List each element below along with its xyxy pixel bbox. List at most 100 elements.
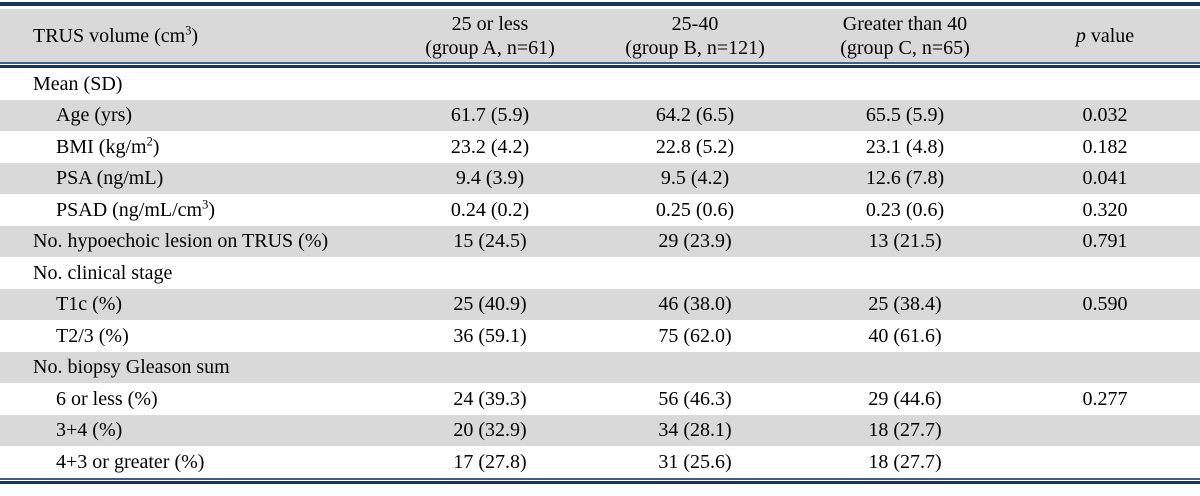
data-cell: 29 (23.9)	[658, 230, 732, 253]
data-cell	[590, 352, 800, 384]
row-label: T2/3 (%)	[56, 324, 129, 347]
data-cell	[1010, 320, 1200, 352]
header-cell-line: p value	[1075, 24, 1135, 47]
data-cell	[800, 68, 1010, 100]
data-cell: 64.2 (6.5)	[655, 104, 735, 127]
data-cell: 0.590	[1082, 293, 1128, 316]
header-cell-line: (group A, n=61)	[425, 36, 555, 59]
table-top-rule	[0, 2, 1200, 6]
table-row: PSA (ng/mL) 9.4 (3.9) 9.5 (4.2) 12.6 (7.8) 0…	[0, 162, 1200, 194]
data-cell: 0.791	[1082, 230, 1128, 253]
data-cell: 36 (59.1)	[453, 324, 527, 347]
data-cell: 0.23 (0.6)	[865, 198, 945, 221]
row-label: No. hypoechoic lesion on TRUS (%)	[33, 230, 329, 253]
data-cell: 9.5 (4.2)	[660, 167, 730, 190]
table-row: 6 or less (%) 24 (39.3) 56 (46.3) 29 (44.6)…	[0, 383, 1200, 415]
data-cell	[800, 257, 1010, 289]
rule-thin-line	[0, 62, 1200, 64]
table-row: PSAD (ng/mL/cm3) 0.24 (0.2) 0.25 (0.6) 0.23…	[0, 194, 1200, 226]
data-cell: 23.1 (4.8)	[865, 135, 945, 158]
data-cell: 17 (27.8)	[453, 450, 527, 473]
data-cell: 0.182	[1082, 135, 1128, 158]
header-cell-1: 25 or less (group A, n=61)	[390, 9, 590, 62]
rule-gap	[0, 479, 1200, 481]
trus-volume-table-header: TRUS volume (cm3) 25 or less (group A, n=6…	[0, 9, 1200, 62]
table-row: No. biopsy Gleason sum	[0, 351, 1200, 384]
data-cell	[1010, 352, 1200, 384]
header-cell-line: (group B, n=121)	[625, 36, 765, 59]
header-separator-rule	[0, 62, 1200, 68]
data-cell: 0.032	[1082, 104, 1128, 127]
trus-volume-table: Mean (SD) Age (yrs) 61.7 (5.9) 64.2 (6.5) 65…	[0, 68, 1200, 478]
table-row: No. hypoechoic lesion on TRUS (%) 15 (24.…	[0, 225, 1200, 257]
data-cell	[1010, 415, 1200, 447]
rule-thin-line	[0, 477, 1200, 480]
header-cell-line: Greater than 40	[842, 12, 968, 35]
data-cell	[590, 68, 800, 100]
row-label: T1c (%)	[56, 293, 123, 316]
data-cell	[390, 352, 590, 384]
header-cell-line: 25-40	[671, 12, 719, 35]
table-row: T1c (%) 25 (40.9) 46 (38.0) 25 (38.4) 0.590	[0, 288, 1200, 320]
table-row: 4+3 or greater (%) 17 (27.8) 31 (25.6) 18 (…	[0, 446, 1200, 478]
header-row: TRUS volume (cm3) 25 or less (group A, n=6…	[0, 9, 1200, 62]
header-cell-line: 25 or less	[451, 12, 529, 35]
row-label: PSA (ng/mL)	[56, 167, 164, 190]
row-label: BMI (kg/m2)	[56, 134, 160, 158]
data-cell	[1010, 446, 1200, 478]
table-row: Mean (SD)	[0, 68, 1200, 100]
data-cell: 18 (27.7)	[868, 450, 942, 473]
table-row: 3+4 (%) 20 (32.9) 34 (28.1) 18 (27.7)	[0, 414, 1200, 447]
row-label: 6 or less (%)	[56, 387, 158, 410]
data-cell: 40 (61.6)	[868, 324, 942, 347]
data-cell: 9.4 (3.9)	[455, 167, 525, 190]
row-label: 4+3 or greater (%)	[56, 450, 205, 473]
rule-thick-line	[0, 480, 1200, 484]
data-cell: 61.7 (5.9)	[450, 104, 530, 127]
data-cell: 25 (38.4)	[868, 293, 942, 316]
data-cell: 18 (27.7)	[868, 419, 942, 442]
data-cell	[590, 257, 800, 289]
header-cell-line: (group C, n=65)	[840, 36, 970, 59]
row-label: 3+4 (%)	[56, 419, 123, 442]
table-row: BMI (kg/m2) 23.2 (4.2) 22.8 (5.2) 23.1 (4.8…	[0, 131, 1200, 163]
data-cell: 22.8 (5.2)	[655, 135, 735, 158]
row-label: Age (yrs)	[56, 104, 133, 127]
data-cell: 0.25 (0.6)	[655, 198, 735, 221]
data-cell: 0.320	[1082, 198, 1128, 221]
table-body: Mean (SD) Age (yrs) 61.7 (5.9) 64.2 (6.5) 65…	[0, 68, 1200, 478]
table-row: No. clinical stage	[0, 257, 1200, 289]
data-cell: 23.2 (4.2)	[450, 135, 530, 158]
data-cell: 34 (28.1)	[658, 419, 732, 442]
data-cell: 25 (40.9)	[453, 293, 527, 316]
row-label: No. clinical stage	[33, 261, 173, 284]
data-cell: 15 (24.5)	[453, 230, 527, 253]
table-row: T2/3 (%) 36 (59.1) 75 (62.0) 40 (61.6)	[0, 320, 1200, 352]
data-cell: 31 (25.6)	[658, 450, 732, 473]
data-cell: 46 (38.0)	[658, 293, 732, 316]
header-cell-0: TRUS volume (cm3)	[0, 9, 390, 62]
data-cell	[390, 257, 590, 289]
top-rule-gap	[0, 6, 1200, 9]
header-cell-4: p value	[1010, 9, 1200, 62]
data-cell: 24 (39.3)	[453, 387, 527, 410]
data-cell: 0.24 (0.2)	[450, 198, 530, 221]
data-cell: 56 (46.3)	[658, 387, 732, 410]
data-cell: 65.5 (5.9)	[865, 104, 945, 127]
data-cell	[390, 68, 590, 100]
row-label: Mean (SD)	[33, 72, 123, 95]
rule-gap	[0, 64, 1200, 65]
data-cell	[1010, 257, 1200, 289]
data-cell	[1010, 68, 1200, 100]
data-cell: 0.277	[1082, 387, 1128, 410]
data-cell: 75 (62.0)	[658, 324, 732, 347]
header-cell-line: TRUS volume (cm3)	[33, 22, 199, 47]
header-cell-2: 25-40 (group B, n=121)	[590, 9, 800, 62]
data-cell: 13 (21.5)	[868, 230, 942, 253]
data-cell: 20 (32.9)	[453, 419, 527, 442]
table-row: Age (yrs) 61.7 (5.9) 64.2 (6.5) 65.5 (5.9) 0…	[0, 99, 1200, 131]
row-label: No. biopsy Gleason sum	[33, 356, 230, 379]
data-cell: 12.6 (7.8)	[865, 167, 945, 190]
rule-thick-line	[0, 65, 1200, 68]
